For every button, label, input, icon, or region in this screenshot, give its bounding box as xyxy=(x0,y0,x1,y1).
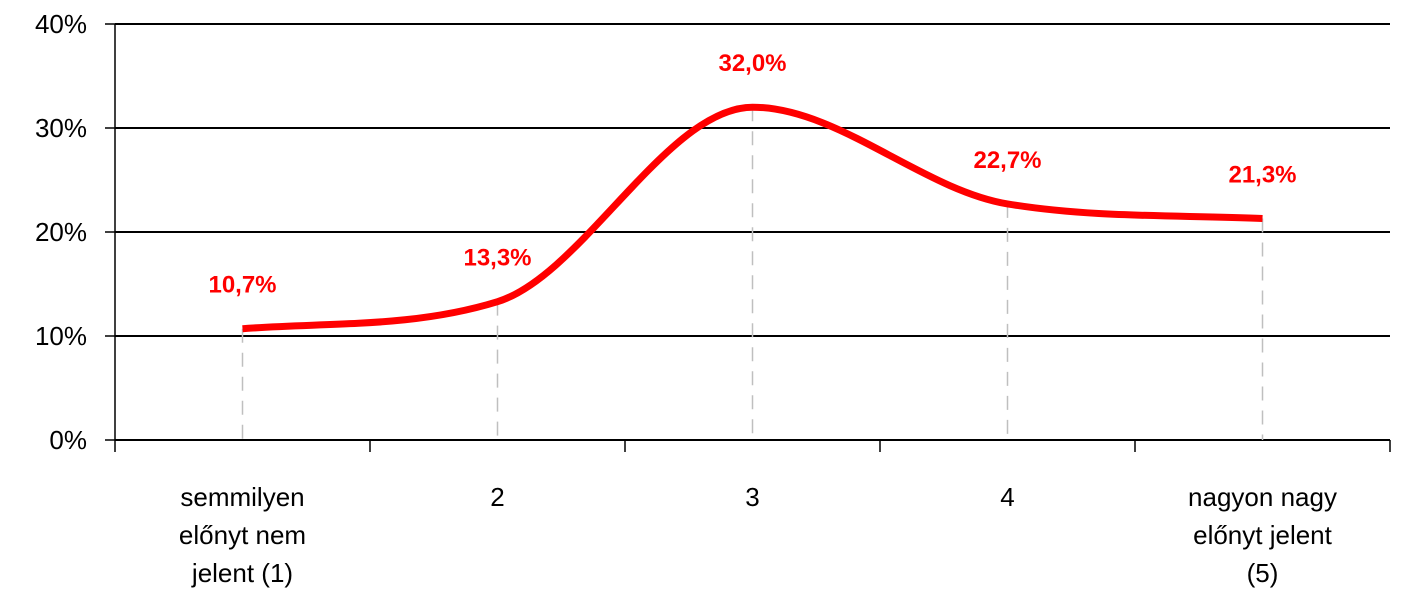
data-label: 32,0% xyxy=(718,50,786,77)
y-tick-label: 10% xyxy=(35,321,87,351)
guide-layer xyxy=(241,107,1264,440)
label-layer: 10,7% 13,3% 32,0% 22,7% 21,3% xyxy=(208,50,1296,299)
axis-layer: 0% 10% 20% 30% 40% semmilyen előnyt nem jelent … xyxy=(35,9,1391,588)
y-tick-label: 0% xyxy=(49,425,87,455)
x-tick-label: 4 xyxy=(1000,482,1014,512)
y-tick-label: 40% xyxy=(35,9,87,39)
y-tick-label: 30% xyxy=(35,113,87,143)
data-label: 13,3% xyxy=(463,245,531,272)
data-label: 22,7% xyxy=(973,147,1041,174)
series-layer xyxy=(242,103,1263,333)
data-label: 10,7% xyxy=(208,272,276,299)
x-tick-label: semmilyen előnyt nem jelent (1) xyxy=(179,482,306,588)
y-tick-label: 20% xyxy=(35,217,87,247)
x-tick-label: nagyon nagy előnyt jelent (5) xyxy=(1188,482,1337,588)
x-tick-label: 3 xyxy=(745,482,759,512)
series-line xyxy=(242,103,1263,333)
x-tick-label: 2 xyxy=(490,482,504,512)
data-label: 21,3% xyxy=(1228,161,1296,188)
